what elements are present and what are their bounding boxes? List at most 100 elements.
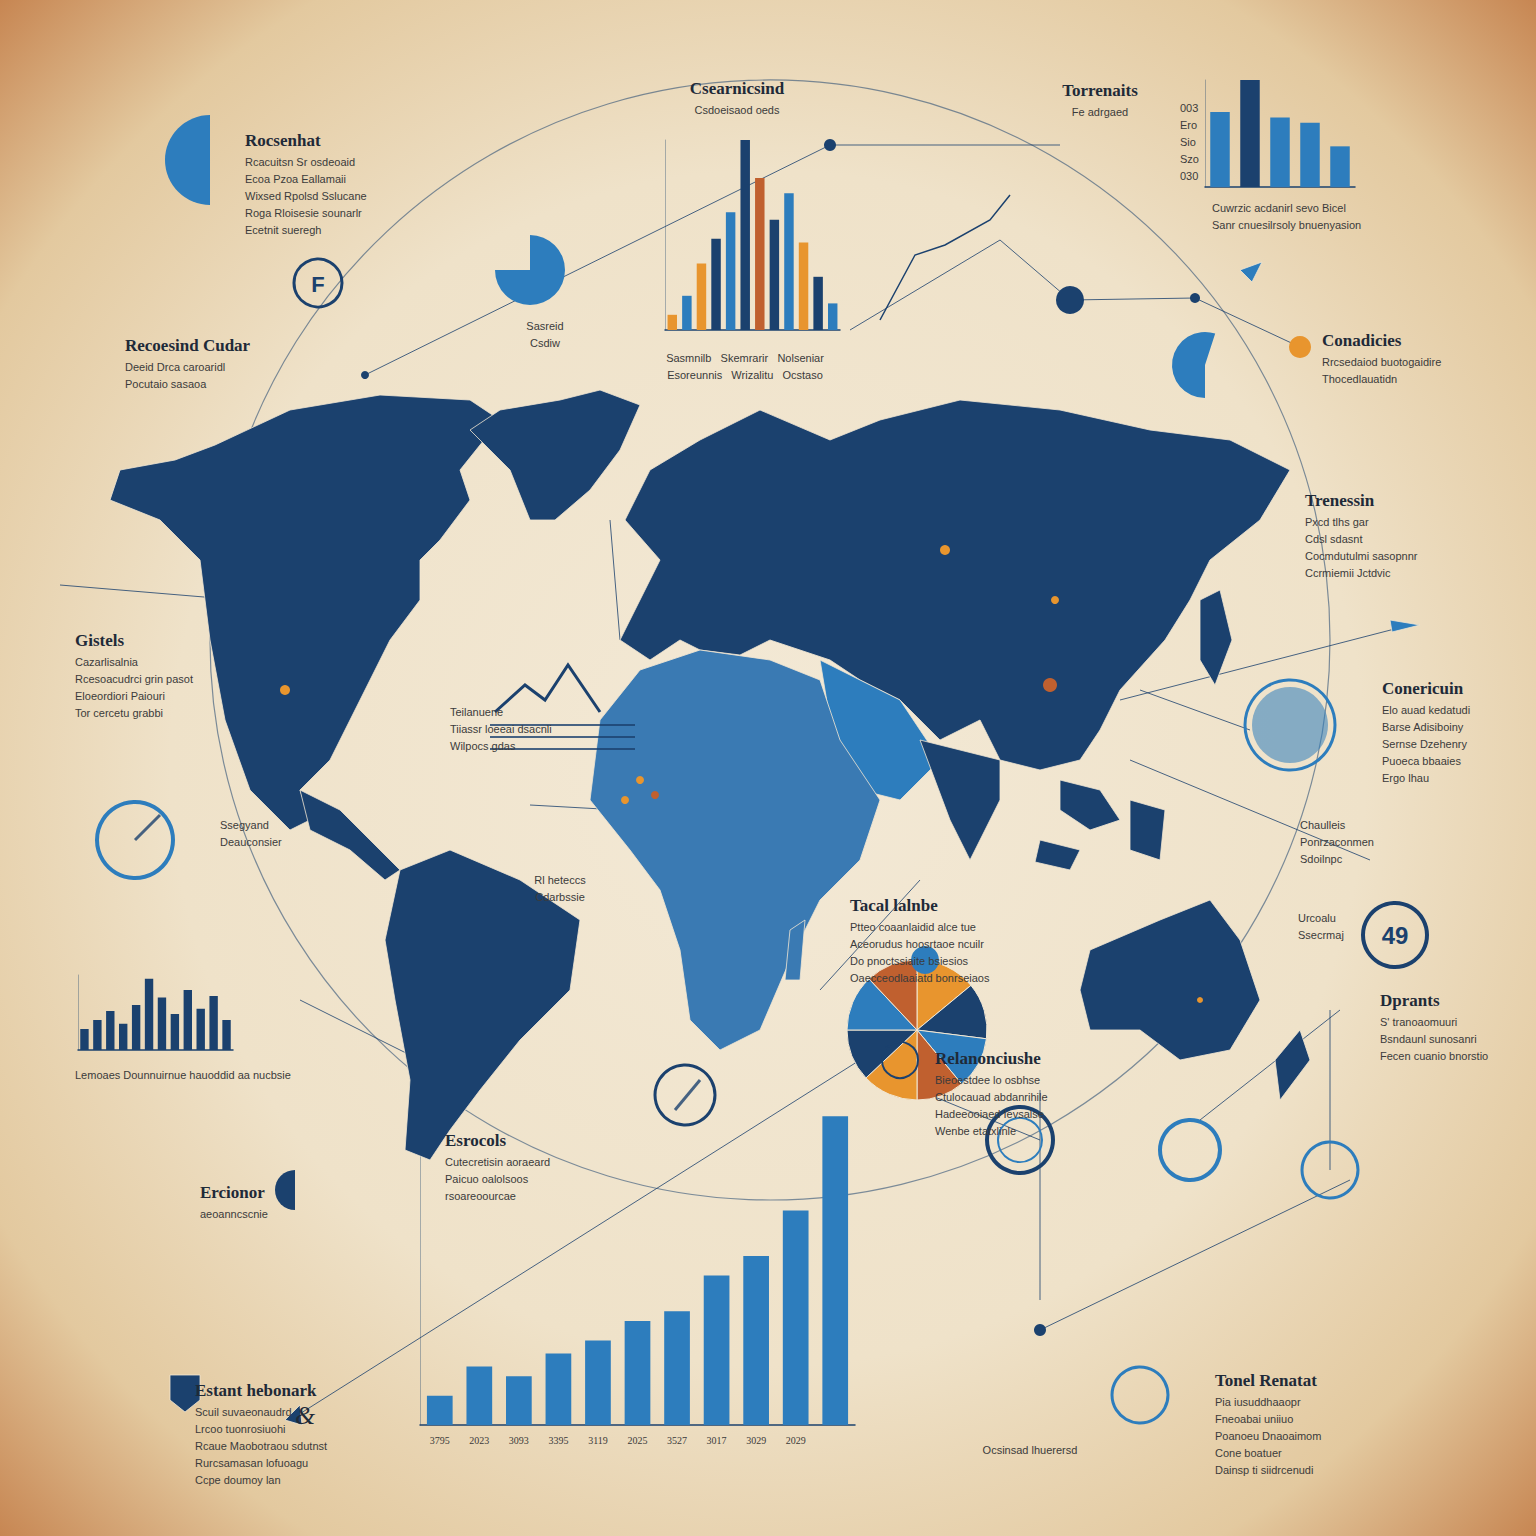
svg-text:Deauconsier: Deauconsier xyxy=(220,836,282,848)
svg-text:Lemoaes Dounnuirnue hauoddid a: Lemoaes Dounnuirnue hauoddid aa nucbsie xyxy=(75,1069,291,1081)
svg-text:Poanoeu Dnaoaimom: Poanoeu Dnaoaimom xyxy=(1215,1430,1321,1442)
svg-text:Fe adrgaed: Fe adrgaed xyxy=(1072,106,1128,118)
svg-text:Hadeeooiaed Ievsalse: Hadeeooiaed Ievsalse xyxy=(935,1108,1044,1120)
svg-text:Relanonciushe: Relanonciushe xyxy=(935,1049,1041,1068)
svg-text:49: 49 xyxy=(1382,922,1409,949)
svg-text:Bieoestdee lo osbhse: Bieoestdee lo osbhse xyxy=(935,1074,1040,1086)
svg-text:Oaecceodlaaiatd bonrseiaos: Oaecceodlaaiatd bonrseiaos xyxy=(850,972,990,984)
svg-text:Ecetnit sueregh: Ecetnit sueregh xyxy=(245,224,321,236)
svg-text:Roga Rloisesie sounarlr: Roga Rloisesie sounarlr xyxy=(245,207,362,219)
svg-text:Wenbe etatxlinle: Wenbe etatxlinle xyxy=(935,1125,1016,1137)
svg-text:Ecoa Pzoa Eallamaii: Ecoa Pzoa Eallamaii xyxy=(245,173,346,185)
svg-text:Do pnoctssiaite bsiesios: Do pnoctssiaite bsiesios xyxy=(850,955,969,967)
svg-text:Esrocols: Esrocols xyxy=(445,1131,506,1150)
svg-text:3795: 3795 xyxy=(430,1435,450,1446)
svg-text:003: 003 xyxy=(1180,102,1198,114)
svg-text:Gistels: Gistels xyxy=(75,631,124,650)
svg-text:Tonel Renatat: Tonel Renatat xyxy=(1215,1371,1317,1390)
svg-text:Elo auad kedatudi: Elo auad kedatudi xyxy=(1382,704,1470,716)
svg-text:3017: 3017 xyxy=(707,1435,727,1446)
svg-text:Dprants: Dprants xyxy=(1380,991,1440,1010)
svg-text:Recoesind Cudar: Recoesind Cudar xyxy=(125,336,251,355)
svg-text:Cone boatuer: Cone boatuer xyxy=(1215,1447,1282,1459)
svg-text:Rcacuitsn Sr osdeoaid: Rcacuitsn Sr osdeoaid xyxy=(245,156,355,168)
svg-text:Ssegyand: Ssegyand xyxy=(220,819,269,831)
svg-text:Torrenaits: Torrenaits xyxy=(1062,81,1138,100)
svg-text:Csdiw: Csdiw xyxy=(530,337,560,349)
svg-text:Sernse Dzehenry: Sernse Dzehenry xyxy=(1382,738,1467,750)
svg-text:S' tranoaomuuri: S' tranoaomuuri xyxy=(1380,1016,1457,1028)
svg-text:Rcaue Maobotraou sdutnst: Rcaue Maobotraou sdutnst xyxy=(195,1440,327,1452)
svg-text:Conericuin: Conericuin xyxy=(1382,679,1464,698)
svg-text:Ssecrmaj: Ssecrmaj xyxy=(1298,929,1344,941)
svg-text:Ccrmiemii Jctdvic: Ccrmiemii Jctdvic xyxy=(1305,567,1391,579)
svg-text:&: & xyxy=(295,1401,316,1430)
svg-text:Szo: Szo xyxy=(1180,153,1199,165)
svg-text:rsoareoourcae: rsoareoourcae xyxy=(445,1190,516,1202)
svg-text:Aceorudus hoosrtaoe ncuilr: Aceorudus hoosrtaoe ncuilr xyxy=(850,938,984,950)
svg-text:Sasmnilb Skemrarir Nolseni: Sasmnilb Skemrarir Nolseniar xyxy=(666,352,824,364)
svg-text:Esoreunnis Wrizalitu Ocsta: Esoreunnis Wrizalitu Ocstaso xyxy=(667,369,823,381)
svg-text:3527: 3527 xyxy=(667,1435,687,1446)
svg-text:Rl heteccs: Rl heteccs xyxy=(534,874,586,886)
svg-text:Barse Adisiboiny: Barse Adisiboiny xyxy=(1382,721,1464,733)
svg-text:3119: 3119 xyxy=(588,1435,608,1446)
svg-text:Wixsed Rpolsd Sslucane: Wixsed Rpolsd Sslucane xyxy=(245,190,367,202)
svg-text:Lrcoo tuonrosiuohi: Lrcoo tuonrosiuohi xyxy=(195,1423,286,1435)
svg-text:Ctulocauad abdanrihile: Ctulocauad abdanrihile xyxy=(935,1091,1048,1103)
svg-text:Tacal lalnbe: Tacal lalnbe xyxy=(850,896,938,915)
svg-text:F: F xyxy=(311,272,324,297)
svg-text:Ergo lhau: Ergo lhau xyxy=(1382,772,1429,784)
svg-text:aeoanncscnie: aeoanncscnie xyxy=(200,1208,268,1220)
svg-text:Chaulleis: Chaulleis xyxy=(1300,819,1346,831)
svg-text:Tiiassr loeeai dsacnli: Tiiassr loeeai dsacnli xyxy=(450,723,552,735)
svg-text:Cocmdutulmi sasopnnr: Cocmdutulmi sasopnnr xyxy=(1305,550,1418,562)
svg-text:Fneoabai uniiuo: Fneoabai uniiuo xyxy=(1215,1413,1293,1425)
svg-text:Ero: Ero xyxy=(1180,119,1197,131)
svg-text:2023: 2023 xyxy=(469,1435,489,1446)
svg-text:Trenessin: Trenessin xyxy=(1305,491,1375,510)
svg-text:Pocutaio sasaoa: Pocutaio sasaoa xyxy=(125,378,207,390)
svg-text:Sio: Sio xyxy=(1180,136,1196,148)
svg-text:Rurcsamasan lofuoagu: Rurcsamasan lofuoagu xyxy=(195,1457,308,1469)
svg-text:Puoeca bbaaies: Puoeca bbaaies xyxy=(1382,755,1461,767)
svg-text:Pxcd tlhs gar: Pxcd tlhs gar xyxy=(1305,516,1369,528)
svg-text:Cazarlisalnia: Cazarlisalnia xyxy=(75,656,139,668)
svg-text:Dainsp ti siidrcenudi: Dainsp ti siidrcenudi xyxy=(1215,1464,1313,1476)
svg-text:3029: 3029 xyxy=(746,1435,766,1446)
svg-text:Wilpocs gdas: Wilpocs gdas xyxy=(450,740,516,752)
svg-text:Urcoalu: Urcoalu xyxy=(1298,912,1336,924)
svg-text:Eloeordiori Paiouri: Eloeordiori Paiouri xyxy=(75,690,165,702)
svg-text:Sanr cnuesilrsoly bnuenyasion: Sanr cnuesilrsoly bnuenyasion xyxy=(1212,219,1361,231)
svg-text:Deeid Drca caroaridl: Deeid Drca caroaridl xyxy=(125,361,225,373)
svg-text:Csdoeisaod oeds: Csdoeisaod oeds xyxy=(694,104,780,116)
svg-text:Cdarbssie: Cdarbssie xyxy=(535,891,585,903)
svg-text:Cuwrzic acdanirl sevo Bicel: Cuwrzic acdanirl sevo Bicel xyxy=(1212,202,1346,214)
svg-text:Pia iusuddhaaopr: Pia iusuddhaaopr xyxy=(1215,1396,1301,1408)
svg-text:Estant hebonark: Estant hebonark xyxy=(195,1381,317,1400)
svg-text:Scuil suvaeonaudrd: Scuil suvaeonaudrd xyxy=(195,1406,292,1418)
svg-text:Rrcsedaiod buotogaidire: Rrcsedaiod buotogaidire xyxy=(1322,356,1441,368)
svg-text:Cdsl sdasnt: Cdsl sdasnt xyxy=(1305,533,1362,545)
svg-text:Paicuo oalolsoos: Paicuo oalolsoos xyxy=(445,1173,529,1185)
svg-text:Ccpe doumoy lan: Ccpe doumoy lan xyxy=(195,1474,281,1486)
svg-text:Bsndaunl sunosanri: Bsndaunl sunosanri xyxy=(1380,1033,1477,1045)
svg-text:Rocsenhat: Rocsenhat xyxy=(245,131,321,150)
svg-text:Sasreid: Sasreid xyxy=(526,320,563,332)
svg-text:Sdoilnpc: Sdoilnpc xyxy=(1300,853,1343,865)
svg-text:Ocsinsad lhuerersd: Ocsinsad lhuerersd xyxy=(983,1444,1078,1456)
svg-text:2025: 2025 xyxy=(628,1435,648,1446)
svg-text:Rcesoacudrci grin pasot: Rcesoacudrci grin pasot xyxy=(75,673,193,685)
svg-text:Tor cercetu grabbi: Tor cercetu grabbi xyxy=(75,707,163,719)
svg-text:2029: 2029 xyxy=(786,1435,806,1446)
svg-text:Ptteo coaanlaidid alce tue: Ptteo coaanlaidid alce tue xyxy=(850,921,976,933)
svg-text:3395: 3395 xyxy=(548,1435,568,1446)
svg-text:Ercionor: Ercionor xyxy=(200,1183,265,1202)
svg-text:Fecen cuanio bnorstio: Fecen cuanio bnorstio xyxy=(1380,1050,1488,1062)
svg-text:Teilanuene: Teilanuene xyxy=(450,706,503,718)
svg-text:030: 030 xyxy=(1180,170,1198,182)
svg-text:3093: 3093 xyxy=(509,1435,529,1446)
svg-text:Csearnicsind: Csearnicsind xyxy=(690,79,785,98)
svg-text:Conadicies: Conadicies xyxy=(1322,331,1402,350)
svg-text:Ponrzaconmen: Ponrzaconmen xyxy=(1300,836,1374,848)
